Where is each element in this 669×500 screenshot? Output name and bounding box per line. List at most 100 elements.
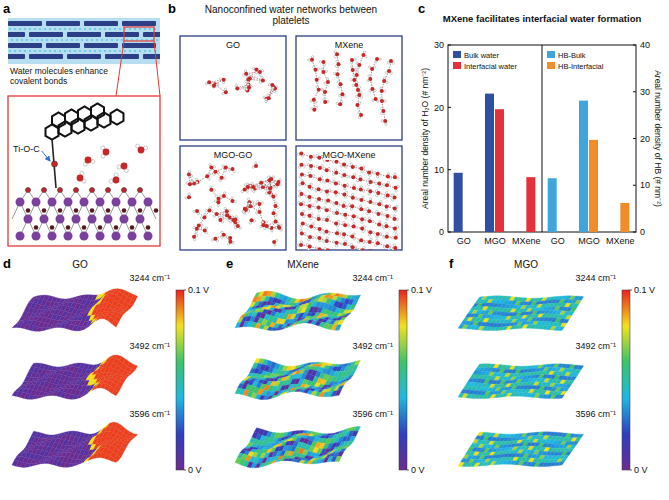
divider (542, 45, 543, 232)
panel-title: Nanoconfined water networks betweenplate… (205, 4, 377, 26)
box-label: MXene (335, 40, 364, 50)
oxygen (394, 236, 398, 240)
legend-label: HB-Bulk (558, 51, 586, 60)
ti-atom (128, 198, 137, 207)
h-bond (246, 74, 263, 81)
carbon-ring (91, 104, 104, 119)
hydrogen (261, 221, 263, 223)
oxygen (317, 236, 321, 240)
o-atom (34, 225, 39, 230)
oxygen (381, 109, 385, 113)
text-line: platelets (272, 15, 309, 26)
hydrogen (313, 155, 315, 157)
platelet (122, 21, 156, 26)
oxygen (370, 67, 374, 71)
oxygen (325, 178, 329, 182)
oxygen (387, 69, 391, 73)
ti-atom (136, 215, 145, 224)
surface-cell (124, 308, 130, 311)
oxygen (220, 176, 224, 180)
water-dot (119, 28, 121, 30)
oxygen (350, 204, 354, 208)
oxygen (325, 208, 329, 212)
oxygen (231, 218, 235, 222)
x-tick-label: MGO (578, 236, 600, 246)
y-tick (633, 185, 636, 186)
hydrogen (309, 199, 311, 201)
oxygen (359, 188, 363, 192)
oxygen (195, 209, 199, 213)
hydrogen (268, 184, 270, 186)
oxygen (300, 232, 304, 236)
oxygen (188, 182, 192, 186)
oxygen (203, 228, 207, 232)
y-axis-title: Areal number density of HB (# nm⁻²) (653, 70, 663, 207)
hydrogen (217, 204, 219, 206)
hydrogen (343, 202, 345, 204)
water-dot (129, 28, 131, 30)
o-atom (138, 208, 143, 213)
oxygen (359, 113, 363, 117)
oxygen (343, 223, 347, 227)
oxygen (389, 59, 393, 63)
ti-atom (80, 232, 89, 241)
o-atom (114, 225, 119, 230)
water-dot (44, 50, 46, 52)
hydrogen (320, 218, 322, 220)
ti-atom (16, 198, 25, 207)
hydrogen (380, 233, 382, 235)
hydrogen (361, 221, 363, 223)
water-dot (31, 39, 33, 41)
oxygen (335, 211, 339, 215)
hydrogen (213, 165, 215, 167)
water-dot (46, 39, 48, 41)
oxygen (301, 181, 305, 185)
hydrogen (358, 248, 360, 250)
oxygen (308, 204, 312, 208)
ti-atom (144, 198, 153, 207)
water-dot (56, 39, 58, 41)
platelet (122, 43, 156, 48)
oxygen (339, 82, 343, 86)
hydrogen (394, 173, 396, 175)
o-atom (26, 188, 31, 193)
water-dot (106, 39, 108, 41)
platelet (84, 21, 118, 26)
oxygen (205, 174, 209, 178)
oxygen (113, 177, 120, 184)
o-atom (42, 188, 47, 193)
y-tick (633, 232, 636, 233)
oxygen (335, 231, 339, 235)
oxygen (360, 248, 364, 250)
hydrogen (253, 220, 255, 222)
water-dot (111, 39, 113, 41)
oxygen (250, 218, 254, 222)
oxygen (380, 99, 384, 103)
network-box (296, 36, 402, 140)
oxygen (255, 68, 259, 72)
hydrogen (226, 217, 228, 219)
hydrogen (271, 230, 273, 232)
hydrogen (350, 78, 352, 80)
hydrogen (395, 190, 397, 192)
hydrogen (217, 84, 219, 86)
y-tick-label: 10 (640, 180, 650, 190)
water-dot (34, 50, 36, 52)
water-network (308, 51, 395, 126)
oxygen (342, 163, 346, 167)
hydrogen (357, 198, 359, 200)
oxygen (277, 226, 281, 230)
oxygen (243, 188, 247, 192)
oxygen (261, 223, 265, 227)
hydrogen (91, 159, 95, 163)
oxygen (351, 196, 355, 200)
oxygen (380, 89, 384, 93)
hydrogen (213, 189, 215, 191)
ti-atom (144, 232, 153, 241)
oxygen (259, 181, 263, 185)
oxygen (225, 213, 229, 217)
oxygen (317, 156, 321, 160)
oxygen (215, 212, 219, 216)
legend-swatch (547, 62, 555, 69)
oxygen (318, 166, 322, 170)
